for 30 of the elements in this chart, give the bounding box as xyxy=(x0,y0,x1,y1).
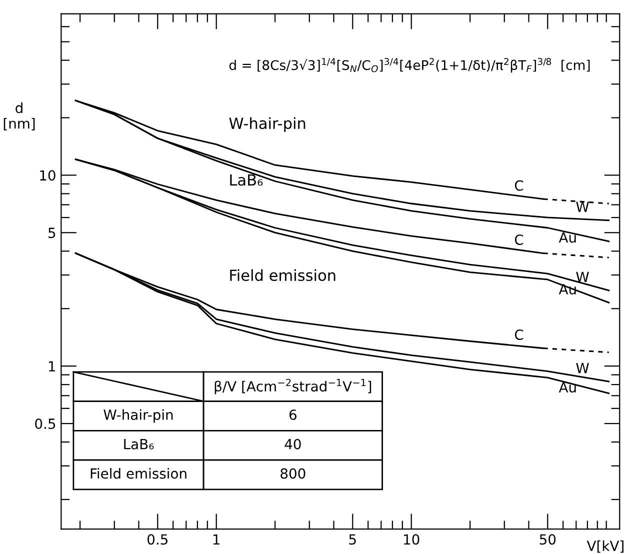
annotation: Field emission xyxy=(230,269,336,282)
series-label: Au xyxy=(558,382,576,393)
y-tick-label: 5 xyxy=(48,228,56,238)
legend-label: W xyxy=(576,272,589,282)
annotation: 800 xyxy=(280,468,306,479)
y-axis-title: d [nm] xyxy=(4,102,35,130)
legend-label: W xyxy=(576,362,589,374)
annotation: 6 xyxy=(289,410,296,420)
annotation: 40 xyxy=(284,438,301,450)
x-tick-label: 1 xyxy=(213,534,220,544)
x-tick-label: 5 xyxy=(349,534,356,545)
y-tick-label: 1 xyxy=(48,361,56,372)
x-tick-label: 50 xyxy=(540,534,556,545)
y-tick-label: 0.5 xyxy=(35,418,56,430)
series-label: C xyxy=(514,234,524,245)
legend-label: Au xyxy=(558,232,576,243)
y-tick-label: 10 xyxy=(40,170,56,181)
series-label: C xyxy=(514,329,524,340)
text: d = [8Cs/3√3]$^{1/4}$[S$_{N}$/C$_{O}$]$^{3/4}$[4eP$^{2}$(1+1/δt)/π$^{2}$βT$_{F}$]$^{3/8}$ [cm] xyxy=(229,58,590,73)
annotation: β/V [Acm$^{−2}$strad$^{−1}$V$^{−1}$] xyxy=(214,378,372,394)
annotation: LaB₆ xyxy=(124,439,154,450)
x-axis-title: V[kV] xyxy=(586,540,624,553)
x-tick-label: 10 xyxy=(404,534,420,545)
legend-label: W xyxy=(576,202,589,212)
annotation: W-hair-pin xyxy=(104,409,173,423)
annotation: W-hair-pin xyxy=(229,117,306,132)
annotation: LaB₆ xyxy=(230,174,263,186)
x-tick-label: 0.5 xyxy=(148,534,168,545)
annotation: Field emission xyxy=(90,468,186,479)
series-label: C xyxy=(514,180,524,191)
